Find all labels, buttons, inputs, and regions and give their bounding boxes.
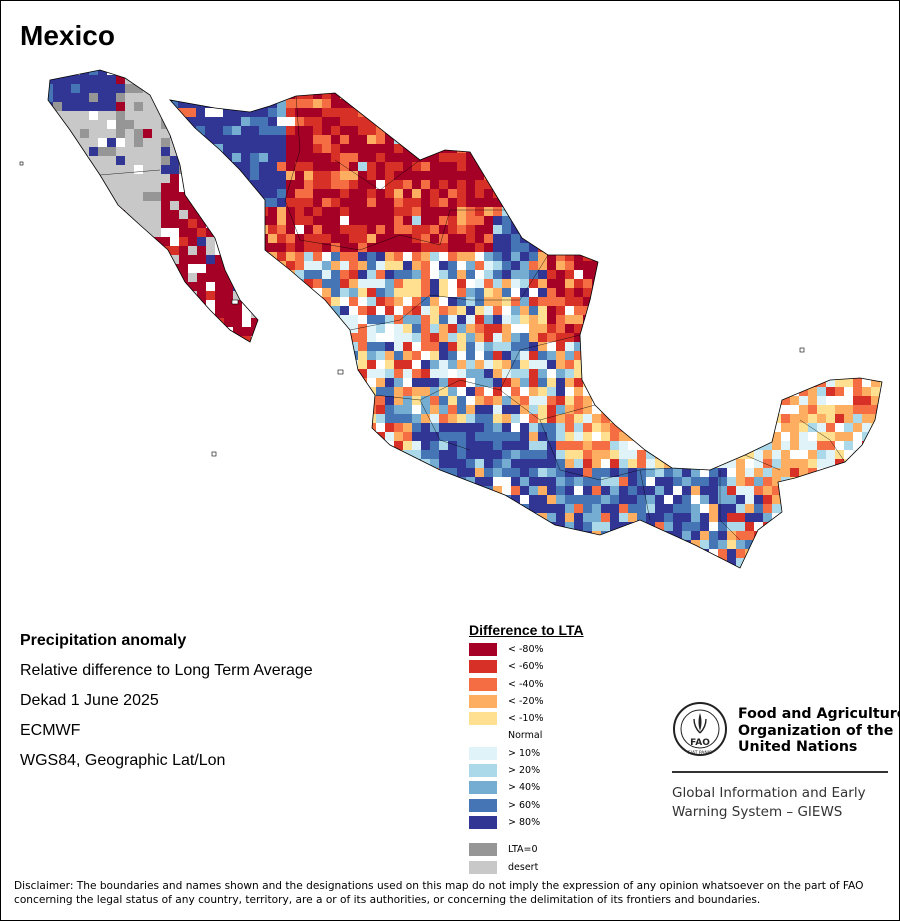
legend: Difference to LTA < -80% < -60% < -40% < -2… bbox=[469, 622, 584, 876]
legend-swatch bbox=[469, 815, 497, 829]
legend-swatch bbox=[469, 860, 497, 874]
legend-item: < -20% bbox=[469, 693, 584, 710]
map-title: Mexico bbox=[20, 20, 115, 51]
legend-item: > 10% bbox=[469, 745, 584, 762]
info-line-relative: Relative difference to Long Term Average bbox=[20, 662, 313, 679]
legend-swatch bbox=[469, 643, 497, 656]
fao-divider bbox=[672, 771, 888, 773]
fao-logo-text: FAO bbox=[690, 738, 710, 748]
legend-label: < -10% bbox=[508, 713, 544, 725]
fao-name-line1: Food and Agriculture bbox=[738, 706, 900, 722]
fao-name-line2: Organization of the bbox=[738, 722, 894, 739]
fao-name-line3: United Nations bbox=[738, 739, 858, 755]
legend-label: Normal bbox=[508, 730, 543, 742]
mainland-anomaly-grid bbox=[170, 93, 882, 568]
legend-label: < -20% bbox=[508, 695, 544, 707]
legend-label: desert bbox=[508, 861, 539, 873]
anomaly-map bbox=[19, 69, 883, 569]
legend-items: < -80% < -60% < -40% < -20% < -10% Normal > 10… bbox=[469, 641, 584, 831]
legend-swatch bbox=[469, 781, 497, 795]
legend-label: > 40% bbox=[508, 782, 541, 794]
legend-item: > 20% bbox=[469, 762, 584, 779]
fao-logo-icon: FAO FIAT PANIS bbox=[673, 702, 727, 756]
legend-swatch bbox=[469, 660, 497, 674]
legend-item: < -10% bbox=[469, 710, 584, 727]
info-line-projection: WGS84, Geographic Lat/Lon bbox=[20, 752, 226, 769]
legend-label: > 10% bbox=[508, 747, 541, 759]
legend-swatch bbox=[469, 843, 497, 857]
legend-label: > 60% bbox=[508, 799, 541, 811]
legend-swatch bbox=[469, 798, 497, 812]
disclaimer: Disclaimer: The boundaries and names sho… bbox=[14, 880, 864, 906]
map-info: Precipitation anomaly Relative differenc… bbox=[20, 626, 313, 776]
giews-name: Global Information and Early Warning Sys… bbox=[672, 785, 866, 820]
legend-swatch bbox=[469, 712, 497, 726]
legend-label: < -60% bbox=[508, 661, 544, 673]
baja-anomaly-grid bbox=[48, 70, 258, 342]
info-heading: Precipitation anomaly bbox=[20, 632, 187, 649]
legend-item: > 40% bbox=[469, 779, 584, 796]
info-line-dekad: Dekad 1 June 2025 bbox=[20, 692, 159, 709]
legend-title: Difference to LTA bbox=[469, 622, 584, 638]
legend-label: < -40% bbox=[508, 678, 544, 690]
legend-item: desert bbox=[469, 859, 584, 876]
legend-label: > 80% bbox=[508, 816, 541, 828]
fao-logo-motto: FIAT PANIS bbox=[688, 750, 712, 756]
legend-label: > 20% bbox=[508, 765, 541, 777]
state-boundaries bbox=[99, 95, 846, 541]
legend-item: < -60% bbox=[469, 658, 584, 675]
legend-swatch bbox=[469, 746, 497, 760]
legend-swatch bbox=[469, 729, 497, 743]
legend-item: Normal bbox=[469, 727, 584, 744]
legend-item: > 80% bbox=[469, 814, 584, 831]
legend-swatch bbox=[469, 764, 497, 778]
legend-label: LTA=0 bbox=[508, 844, 538, 856]
legend-item: > 60% bbox=[469, 797, 584, 814]
legend-swatch bbox=[469, 694, 497, 708]
info-line-source: ECMWF bbox=[20, 722, 81, 739]
legend-swatch bbox=[469, 677, 497, 691]
legend-extra-items: LTA=0 desert bbox=[469, 841, 584, 876]
legend-item: LTA=0 bbox=[469, 841, 584, 858]
legend-item: < -40% bbox=[469, 676, 584, 693]
legend-item: < -80% bbox=[469, 641, 584, 658]
islands bbox=[19, 161, 805, 457]
legend-label: < -80% bbox=[508, 644, 544, 655]
fao-name: Food and Agriculture Organization of the… bbox=[738, 706, 900, 756]
